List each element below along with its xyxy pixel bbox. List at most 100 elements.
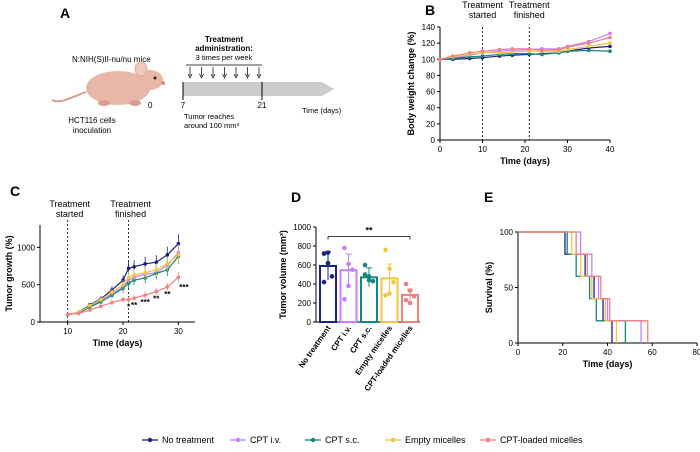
data-point bbox=[387, 291, 392, 296]
x-tick-label: 0 bbox=[516, 348, 521, 357]
data-point-cpt_loaded bbox=[565, 45, 570, 49]
legend-label: Empty micelles bbox=[405, 435, 466, 445]
data-point-no_treatment bbox=[143, 262, 147, 266]
inoculation-label-2: inoculation bbox=[73, 126, 111, 135]
data-point-empty_micelles bbox=[126, 275, 131, 280]
annotation-label: Treatment bbox=[110, 199, 151, 209]
x-axis-title: Time (days) bbox=[93, 338, 143, 348]
dose-arrow-head bbox=[233, 73, 239, 79]
data-point bbox=[366, 277, 372, 283]
significance-marker: ** bbox=[164, 290, 171, 299]
x-axis-title: Time (days) bbox=[583, 359, 633, 369]
y-tick-label: 0 bbox=[509, 339, 514, 348]
data-point-empty_micelles bbox=[176, 253, 181, 257]
panel-letter-c: C bbox=[10, 183, 20, 199]
series-line-empty_micelles bbox=[67, 254, 179, 316]
x-tick-label: 60 bbox=[648, 348, 657, 357]
y-axis-title: Body weight change (%) bbox=[406, 31, 416, 135]
y-tick-label: 140 bbox=[422, 23, 436, 32]
data-point-no_treatment bbox=[165, 253, 170, 257]
data-point-empty_micelles bbox=[586, 44, 591, 49]
y-tick-label: 0 bbox=[307, 318, 312, 327]
data-point bbox=[329, 274, 335, 279]
data-point bbox=[346, 283, 351, 289]
series-line-empty_micelles bbox=[439, 42, 611, 60]
y-axis-title: Tumor growth (%) bbox=[4, 235, 14, 311]
x-tick-label: 30 bbox=[563, 145, 572, 154]
treatment-header-1: Treatment bbox=[205, 35, 244, 44]
data-point-cpt_loaded bbox=[154, 289, 159, 294]
y-tick-label: 0 bbox=[31, 318, 36, 327]
dose-arrow-head bbox=[199, 73, 204, 79]
legend-label: No treatment bbox=[162, 435, 215, 445]
dose-arrow-head bbox=[210, 73, 216, 79]
data-point bbox=[370, 278, 376, 284]
data-point-empty_micelles bbox=[99, 297, 103, 302]
x-tick-label: 20 bbox=[521, 145, 530, 154]
data-point-empty_micelles bbox=[497, 51, 502, 55]
data-point-cpt_loaded bbox=[143, 293, 147, 297]
data-point-cpt_loaded bbox=[88, 308, 92, 312]
panel-e-survival: 0 20 40 60 80 0 50 100 Time (days) Survival (%) bbox=[484, 228, 700, 369]
data-point-cpt_sc bbox=[540, 52, 544, 57]
significance-marker: * bbox=[127, 303, 131, 312]
y-tick-label: 1000 bbox=[17, 243, 35, 252]
dose-arrow-head bbox=[256, 73, 262, 79]
x-axis-title: Time (days) bbox=[500, 156, 550, 166]
data-point-cpt_sc bbox=[608, 49, 612, 54]
data-point-empty_micelles bbox=[88, 303, 92, 308]
data-point-cpt_loaded bbox=[557, 47, 561, 52]
annotation-label: started bbox=[56, 209, 84, 219]
data-point-cpt_loaded bbox=[438, 57, 442, 62]
data-point-cpt_loaded bbox=[586, 41, 591, 45]
data-point bbox=[342, 245, 347, 251]
x-tick-label: 0 bbox=[438, 145, 443, 154]
significance-marker: *** bbox=[179, 283, 189, 292]
data-point-cpt_loaded bbox=[480, 49, 485, 54]
y-tick-label: 500 bbox=[22, 281, 36, 290]
dose-arrow-head bbox=[222, 73, 227, 79]
timeline-arrow bbox=[183, 82, 334, 96]
data-point-cpt_loaded bbox=[165, 285, 170, 289]
panel-letter-d: D bbox=[291, 189, 301, 205]
data-point-empty_micelles bbox=[608, 41, 612, 45]
data-point bbox=[342, 296, 347, 302]
data-point bbox=[325, 250, 331, 255]
data-point-cpt_sc bbox=[480, 54, 485, 58]
y-tick-label: 200 bbox=[298, 299, 312, 308]
significance-marker: ** bbox=[153, 294, 160, 303]
data-point bbox=[362, 272, 368, 277]
y-tick-label: 800 bbox=[298, 242, 312, 251]
data-point-empty_micelles bbox=[143, 270, 147, 275]
tumor-note-2: around 100 mm³ bbox=[184, 121, 240, 130]
series-line-cpt_iv bbox=[439, 32, 611, 60]
data-point-empty_micelles bbox=[154, 267, 159, 272]
data-point-cpt_loaded bbox=[540, 48, 544, 53]
legend-swatch-marker bbox=[147, 437, 153, 443]
y-tick-label: 1000 bbox=[293, 223, 311, 232]
data-point-cpt_loaded bbox=[65, 312, 70, 317]
y-tick-label: 50 bbox=[504, 284, 513, 293]
annotation-label: started bbox=[469, 10, 497, 20]
series-line-cpt_loaded bbox=[67, 276, 179, 316]
data-point-cpt_sc bbox=[126, 281, 131, 286]
data-point-cpt_loaded bbox=[467, 51, 472, 55]
data-point-cpt_loaded bbox=[176, 275, 181, 280]
category-label: No treatment bbox=[297, 324, 333, 370]
y-axis-title: Tumor volume (mm³) bbox=[278, 230, 288, 319]
y-tick-label: 60 bbox=[426, 88, 435, 97]
survival-curve-no_treatment bbox=[518, 231, 613, 343]
data-point bbox=[403, 297, 409, 303]
x-tick-label: 40 bbox=[606, 145, 615, 154]
data-point-cpt_loaded bbox=[510, 46, 515, 51]
timeline-tick-7: 7 bbox=[181, 101, 186, 110]
treatment-frequency: 3 times per week bbox=[196, 53, 253, 62]
y-tick-label: 100 bbox=[422, 55, 436, 64]
data-point-empty_micelles bbox=[510, 50, 515, 54]
y-tick-label: 40 bbox=[426, 104, 435, 113]
legend-swatch-marker bbox=[390, 437, 396, 443]
y-tick-label: 100 bbox=[500, 228, 514, 237]
panel-letter-e: E bbox=[484, 189, 493, 205]
data-point-cpt_loaded bbox=[527, 46, 532, 51]
